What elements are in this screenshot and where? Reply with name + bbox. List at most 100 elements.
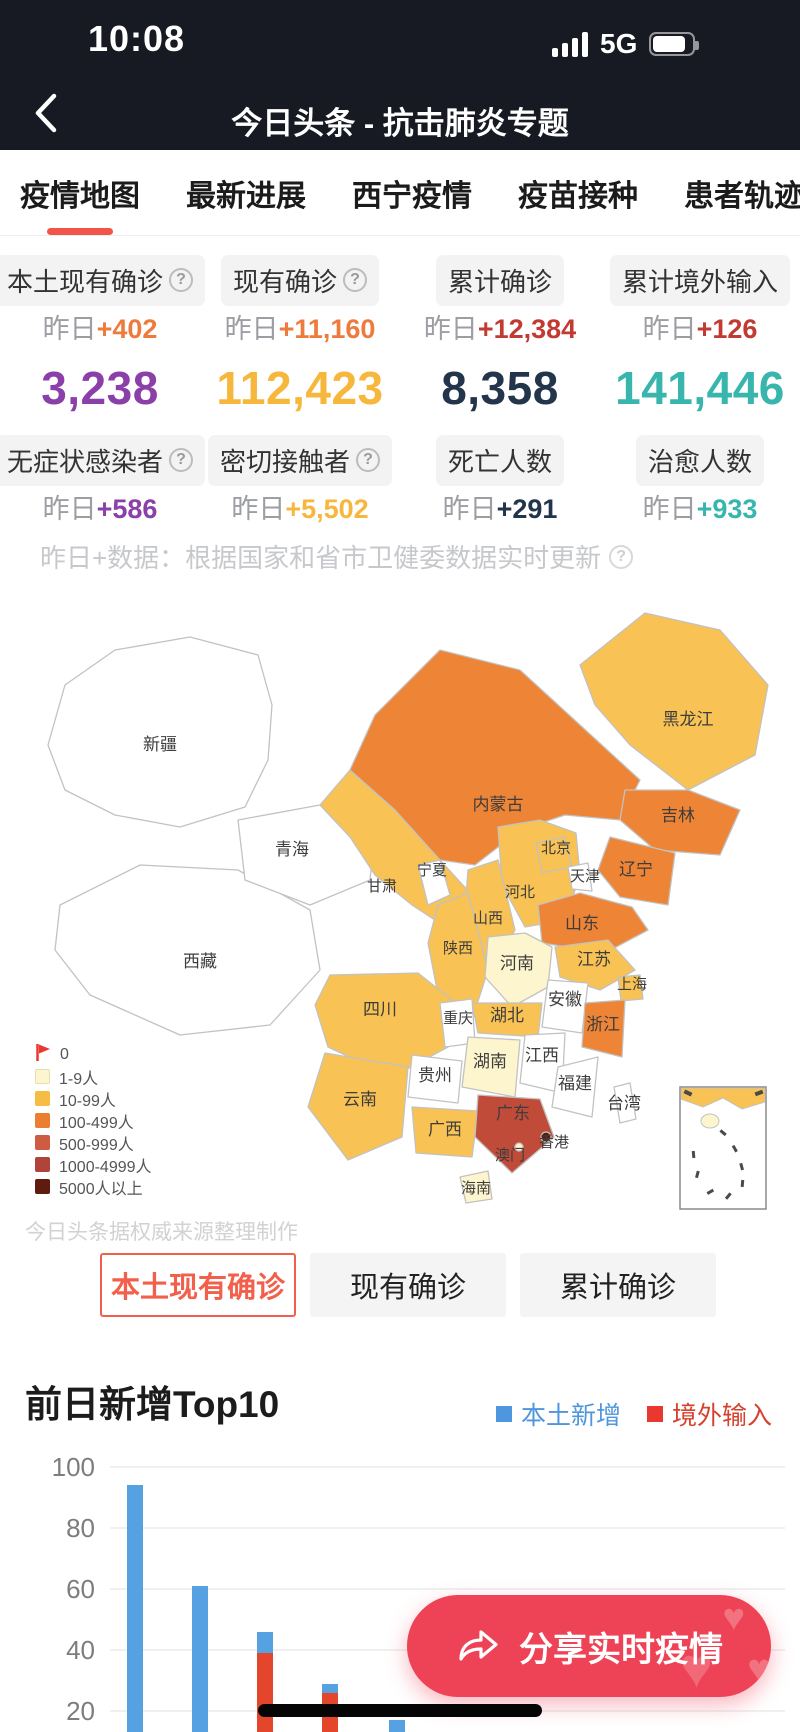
stat-top-delta-value: +402 — [96, 313, 158, 344]
help-icon[interactable]: ? — [609, 544, 634, 569]
bar-local-segment — [257, 1631, 273, 1654]
province-label-山西: 山西 — [473, 910, 503, 927]
china-epidemic-map[interactable]: 新疆 西藏 青海 甘肃 内蒙古 黑龙江 吉林 辽宁 河北 北京 天津 山西 山东 宁夏 陕西 河南 江苏 安徽 上海… — [20, 575, 780, 1215]
province-香港[interactable] — [540, 1131, 552, 1143]
back-button[interactable] — [28, 90, 62, 136]
province-label-辽宁: 辽宁 — [619, 860, 653, 879]
province-label-广西: 广西 — [428, 1120, 462, 1139]
province-天津[interactable] — [567, 862, 593, 892]
y-axis-tick-label: 40 — [66, 1635, 95, 1665]
province-云南[interactable] — [307, 1052, 409, 1161]
data-source-note: 昨日+数据：根据国家和省市卫健委数据实时更新 ? — [40, 538, 634, 575]
province-label-西藏: 西藏 — [183, 952, 217, 971]
province-label-台湾: 台湾 — [607, 1094, 641, 1113]
legend-item: 5000人以上 — [35, 1177, 152, 1198]
province-广东[interactable] — [474, 1094, 555, 1174]
tab-西宁疫情[interactable]: 西宁疫情 — [352, 171, 472, 215]
heart-decoration-icon: ♥ — [722, 1597, 745, 1639]
legend-label: 1-9人 — [59, 1070, 99, 1088]
tab-label: 西宁疫情 — [352, 179, 472, 213]
legend-swatch — [35, 1113, 50, 1128]
stat-bottom-label: 密切接触者? — [207, 434, 392, 486]
tab-最新进展[interactable]: 最新进展 — [186, 171, 306, 215]
stat-big-number: 112,423 — [216, 362, 384, 414]
share-arrow-icon — [459, 1630, 498, 1661]
province-label-安徽: 安徽 — [548, 990, 582, 1009]
province-广西[interactable] — [411, 1106, 479, 1158]
stat-top-label: 现有确诊? — [220, 254, 379, 306]
status-time: 10:08 — [88, 18, 186, 59]
chart-legend-item: 境外输入 — [646, 1396, 772, 1432]
stat-bottom-delta-prefix: 昨日 — [642, 493, 697, 524]
gridline — [110, 1588, 785, 1590]
stat-top-label-label: 累计确诊 — [447, 266, 552, 297]
tab-疫情地图[interactable]: 疫情地图 — [20, 171, 140, 235]
province-label-浙江: 浙江 — [586, 1015, 620, 1034]
note-text: 昨日+数据：根据国家和省市卫健委数据实时更新 — [40, 543, 602, 573]
y-axis-tick-label: 80 — [66, 1513, 95, 1543]
stat-bottom-delta: 昨日+933 — [643, 487, 758, 526]
help-icon[interactable]: ? — [169, 268, 194, 292]
map-button-累计确诊[interactable]: 累计确诊 — [520, 1253, 716, 1317]
province-黑龙江[interactable] — [579, 612, 769, 791]
legend-label: 5000人以上 — [59, 1180, 143, 1198]
province-浙江[interactable] — [581, 999, 626, 1058]
stat-big-number: 3,238 — [41, 362, 159, 414]
province-福建[interactable] — [551, 1056, 599, 1118]
province-澳门[interactable] — [514, 1142, 524, 1152]
province-贵州[interactable] — [407, 1054, 463, 1104]
gridline — [110, 1527, 785, 1529]
province-江苏[interactable] — [554, 939, 636, 991]
y-axis-tick-label: 60 — [66, 1574, 95, 1604]
stat-bottom-delta-value: +5,502 — [285, 493, 369, 524]
help-icon[interactable]: ? — [356, 448, 380, 472]
stat-top-delta-prefix: 昨日 — [42, 313, 97, 344]
legend-label: 100-499人 — [59, 1114, 134, 1132]
stat-bottom-delta-value: +291 — [496, 493, 558, 524]
stat-bottom-label: 无症状感染者? — [0, 434, 206, 486]
province-label-贵州: 贵州 — [418, 1066, 452, 1085]
province-西藏[interactable] — [54, 864, 321, 1036]
province-安徽[interactable] — [541, 979, 589, 1034]
tab-疫苗接种[interactable]: 疫苗接种 — [518, 171, 638, 215]
province-海南[interactable] — [459, 1170, 493, 1204]
map-button-本土现有确诊[interactable]: 本土现有确诊 — [100, 1253, 296, 1317]
province-label-新疆: 新疆 — [143, 735, 177, 754]
province-上海[interactable] — [617, 974, 644, 1002]
stat-top-label-label: 累计境外输入 — [621, 266, 778, 297]
share-button-label: 分享实时疫情 — [519, 1630, 723, 1669]
stat-top-label-label: 现有确诊 — [232, 266, 337, 297]
share-button[interactable]: 分享实时疫情 ♥ ♥ ♥ — [407, 1595, 771, 1697]
province-label-广东: 广东 — [496, 1104, 530, 1123]
province-label-青海: 青海 — [275, 840, 309, 859]
province-label-四川: 四川 — [363, 1000, 397, 1019]
help-icon[interactable]: ? — [343, 268, 367, 292]
stat-top-delta-value: +12,384 — [477, 313, 577, 344]
bar-local-segment — [389, 1720, 405, 1732]
stat-top-delta-value: +11,160 — [278, 313, 376, 344]
province-吉林[interactable] — [619, 789, 741, 856]
province-新疆[interactable] — [47, 636, 273, 828]
province-辽宁[interactable] — [597, 836, 676, 906]
stat-bottom-delta-prefix: 昨日 — [231, 493, 286, 524]
help-icon[interactable]: ? — [169, 448, 194, 472]
map-button-现有确诊[interactable]: 现有确诊 — [310, 1253, 506, 1317]
province-label-重庆: 重庆 — [443, 1010, 473, 1027]
legend-label: 0 — [60, 1045, 69, 1063]
province-label-上海: 上海 — [617, 976, 647, 993]
stat-bottom-delta: 昨日+5,502 — [231, 487, 368, 526]
home-indicator — [258, 1704, 542, 1717]
legend-item: 100-499人 — [35, 1111, 152, 1132]
chart-legend-item: 本土新增 — [495, 1396, 621, 1432]
stat-top-delta-prefix: 昨日 — [423, 313, 478, 344]
chevron-left-icon — [35, 93, 57, 133]
province-台湾[interactable] — [613, 1082, 637, 1124]
tab-患者轨迹[interactable]: 患者轨迹 — [684, 171, 800, 215]
chart-legend-swatch — [646, 1406, 663, 1422]
map-metric-switcher: 本土现有确诊 现有确诊 累计确诊 — [100, 1253, 716, 1317]
battery-icon — [649, 32, 700, 56]
province-宁夏[interactable] — [417, 859, 451, 906]
flag-icon — [35, 1043, 51, 1067]
province-label-湖南: 湖南 — [473, 1052, 507, 1071]
